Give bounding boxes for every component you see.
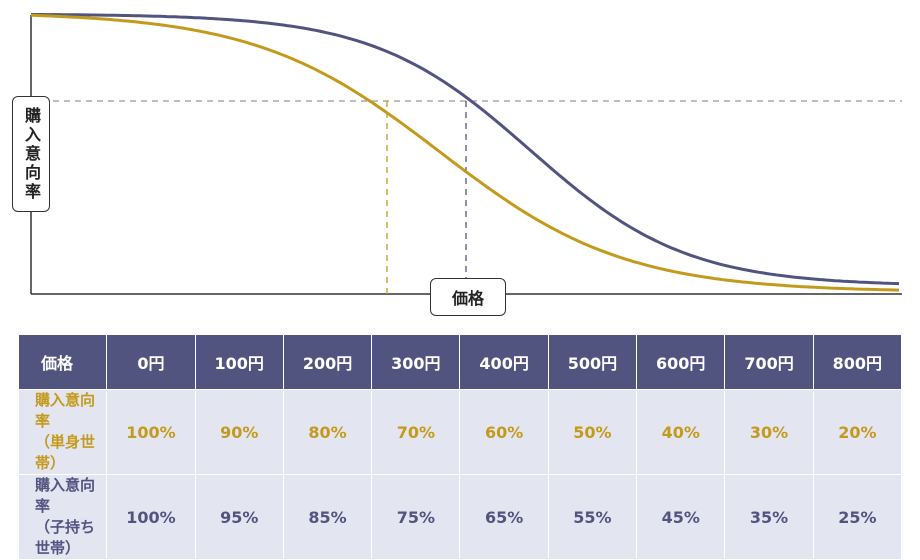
table-cell: 20%	[812, 389, 903, 475]
table-header-row: 価格 0円 100円 200円 300円 400円 500円 600円 700円…	[17, 334, 903, 390]
table-cell: 70%	[371, 389, 461, 475]
table-cell: 30%	[724, 389, 814, 475]
series-line-single	[30, 13, 900, 292]
header-cell: 価格	[17, 334, 108, 390]
row-label-line2: （子持ち世帯）	[35, 518, 96, 557]
row-label: 購入意向率 （単身世帯）	[17, 389, 108, 475]
header-cell: 400円	[459, 334, 549, 390]
table-cell: 50%	[547, 389, 638, 475]
header-cell: 600円	[636, 334, 726, 390]
y-axis-label-text: 購入意向率	[22, 106, 41, 202]
table-cell: 85%	[282, 474, 373, 560]
row-label: 購入意向率 （子持ち世帯）	[17, 474, 108, 560]
table-cell: 95%	[194, 474, 284, 560]
price-table: 価格 0円 100円 200円 300円 400円 500円 600円 700円…	[17, 334, 903, 560]
header-cell: 200円	[282, 334, 373, 390]
table-cell: 35%	[724, 474, 814, 560]
row-label-line1: 購入意向率	[35, 391, 96, 430]
series-line-family	[31, 13, 900, 286]
x-axis-label-text: 価格	[451, 289, 484, 308]
row-label-line2: （単身世帯）	[35, 433, 96, 472]
header-cell: 700円	[724, 334, 814, 390]
header-cell: 0円	[106, 334, 196, 390]
table-cell: 40%	[636, 389, 726, 475]
header-cell: 100円	[194, 334, 284, 390]
table-cell: 25%	[812, 474, 903, 560]
y-axis-label: 購入意向率	[12, 96, 50, 212]
table-cell: 75%	[371, 474, 461, 560]
x-axis-label: 価格	[430, 278, 506, 316]
table-cell: 65%	[459, 474, 549, 560]
table-cell: 60%	[459, 389, 549, 475]
table-cell: 100%	[106, 474, 196, 560]
table-cell: 80%	[282, 389, 373, 475]
header-cell: 300円	[371, 334, 461, 390]
table-cell: 100%	[106, 389, 196, 475]
table-row-single: 購入意向率 （単身世帯） 100% 90% 80% 70% 60% 50% 40…	[17, 389, 903, 475]
chart	[30, 13, 902, 295]
header-cell: 800円	[812, 334, 903, 390]
row-label-line1: 購入意向率	[35, 476, 96, 515]
header-cell: 500円	[547, 334, 638, 390]
table-cell: 90%	[194, 389, 284, 475]
table-row-family: 購入意向率 （子持ち世帯） 100% 95% 85% 75% 65% 55% 4…	[17, 474, 903, 560]
table-cell: 45%	[636, 474, 726, 560]
table-cell: 55%	[547, 474, 638, 560]
